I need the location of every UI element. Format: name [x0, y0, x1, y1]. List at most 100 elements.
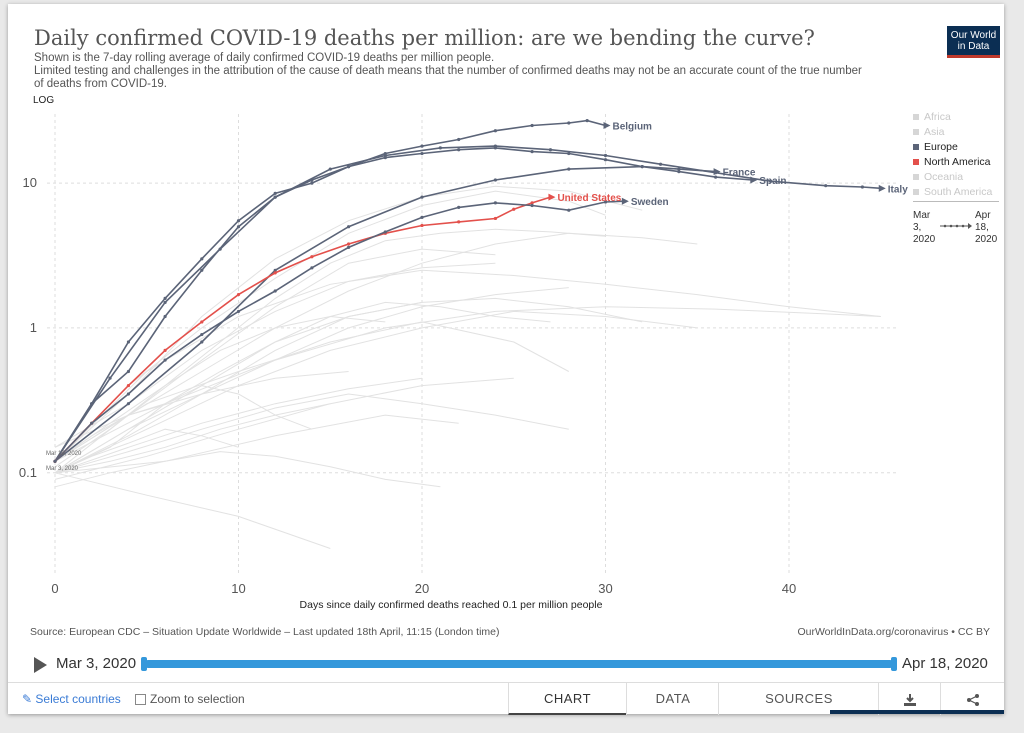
download-button[interactable] — [878, 683, 941, 715]
series-point — [53, 459, 57, 463]
legend-end-year: 2020 — [975, 234, 998, 245]
background-series-line — [54, 190, 606, 462]
logo-line-2: in Data — [957, 41, 990, 52]
legend-item[interactable]: North America — [913, 155, 992, 170]
tab-sources[interactable]: SOURCES — [718, 683, 879, 715]
series-point — [567, 151, 571, 156]
legend-start-month: Mar — [913, 210, 931, 221]
subtitle-line-1: Shown is the 7-day rolling average of da… — [34, 52, 495, 64]
legend-range-end: Apr 18, 2020 — [975, 210, 997, 246]
owid-link[interactable]: OurWorldInData.org/coronavirus • CC BY — [797, 626, 990, 638]
series-point — [457, 205, 461, 209]
series-point — [126, 340, 130, 344]
legend-swatch — [913, 144, 919, 151]
series-point — [603, 158, 608, 162]
series-label: Belgium — [613, 121, 653, 132]
timeline-start-date: Mar 3, 2020 — [56, 655, 137, 672]
legend-divider — [913, 201, 999, 202]
start-annotation-2: Mar 3, 2020 — [46, 466, 79, 472]
series-point — [383, 230, 387, 234]
series-line — [54, 196, 551, 462]
series-point — [658, 162, 663, 166]
series-point — [530, 150, 534, 154]
legend-end-month: Apr — [975, 210, 991, 221]
x-tick-label: 30 — [598, 581, 612, 596]
tab-chart[interactable]: CHART — [508, 683, 626, 715]
pencil-icon: ✎ — [22, 692, 33, 706]
legend-item[interactable]: Asia — [913, 125, 992, 140]
series-point — [769, 179, 773, 183]
series-point — [603, 200, 608, 204]
highlighted-series — [53, 119, 883, 463]
play-icon[interactable] — [34, 657, 47, 673]
series-point — [163, 314, 167, 319]
chart-grid — [47, 114, 898, 574]
series-point — [310, 266, 314, 270]
background-series-line — [54, 393, 569, 474]
share-button[interactable] — [940, 683, 1005, 715]
series-point — [438, 146, 442, 150]
series-end-arrow — [548, 193, 556, 201]
background-series — [54, 185, 881, 549]
series-point — [236, 292, 241, 297]
background-series-line — [54, 269, 881, 462]
x-axis-label: Days since daily confirmed deaths reache… — [300, 599, 603, 611]
series-point — [860, 185, 865, 189]
timeline-slider[interactable] — [141, 657, 897, 671]
legend-item[interactable]: South America — [913, 185, 992, 200]
series-end-arrow — [621, 197, 629, 205]
series-point — [273, 271, 277, 275]
timeline-start-handle[interactable] — [141, 657, 147, 671]
legend-swatch — [913, 114, 919, 121]
background-series-line — [54, 385, 313, 462]
series-point — [163, 300, 167, 305]
chart-card: Daily confirmed COVID-19 deaths per mill… — [8, 4, 1005, 715]
legend-label: Oceania — [924, 171, 964, 183]
series-point — [714, 175, 718, 179]
series-line — [54, 147, 753, 462]
series-point — [200, 268, 204, 272]
legend-item[interactable]: Oceania — [913, 170, 992, 185]
series-point — [273, 191, 277, 195]
series-point — [457, 137, 461, 142]
background-series-line — [54, 414, 459, 474]
background-series-line — [54, 451, 441, 488]
series-point — [530, 201, 534, 205]
legend-item[interactable]: Africa — [913, 110, 992, 125]
log-scale-toggle[interactable]: LOG — [33, 95, 55, 106]
series-point — [200, 320, 204, 324]
series-point — [273, 268, 277, 272]
legend-label: Asia — [924, 126, 945, 138]
timeline-end-handle[interactable] — [891, 657, 897, 671]
series-end-arrow — [713, 168, 721, 176]
series-point — [126, 369, 130, 374]
series-point — [677, 170, 681, 174]
y-tick-label: 1 — [30, 320, 37, 335]
series-point — [420, 215, 424, 219]
series-point — [640, 164, 644, 169]
series-point — [347, 164, 351, 169]
legend-range-arrow-icon — [940, 223, 972, 229]
series-point — [163, 296, 167, 300]
chart-axes: 0 10 20 30 40 0.1 1 10 — [19, 175, 796, 596]
legend-swatch — [913, 174, 919, 181]
legend-swatch — [913, 189, 919, 196]
select-countries-button[interactable]: ✎ Select countries — [22, 692, 121, 706]
subtitle-line-2: Limited testing and challenges in the at… — [34, 65, 862, 77]
series-point — [530, 203, 534, 208]
series-point — [163, 358, 167, 362]
zoom-to-selection-checkbox[interactable]: Zoom to selection — [135, 692, 245, 706]
series-point — [677, 167, 681, 171]
x-tick-label: 40 — [782, 581, 796, 596]
series-end-arrow — [878, 184, 886, 192]
background-series-line — [54, 301, 551, 474]
background-series-line — [54, 428, 239, 474]
background-series-line — [54, 377, 514, 480]
legend-item[interactable]: Europe — [913, 140, 992, 155]
tab-data[interactable]: DATA — [626, 683, 719, 715]
series-point — [383, 155, 387, 160]
series-point — [493, 216, 497, 221]
owid-logo[interactable]: Our World in Data — [947, 26, 1000, 58]
series-end-arrow — [603, 121, 611, 129]
